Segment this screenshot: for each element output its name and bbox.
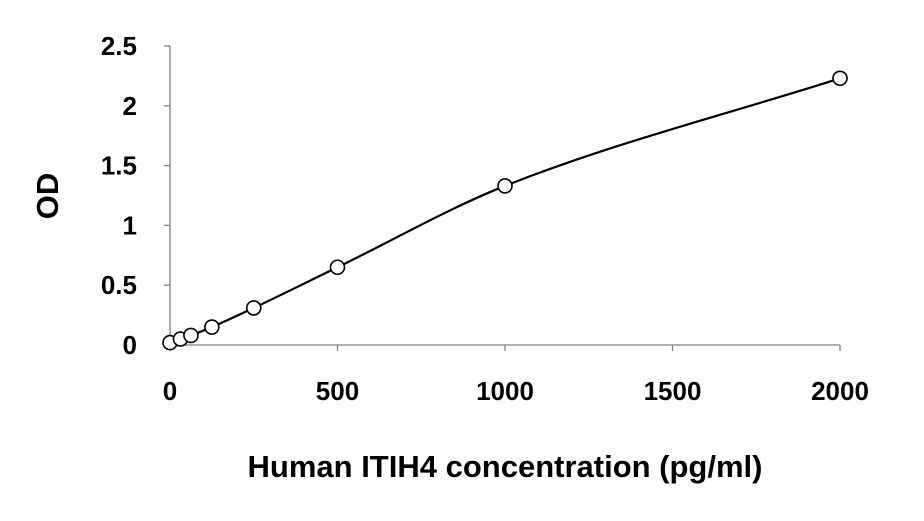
y-tick-label: 0.5: [101, 270, 137, 300]
axes: [164, 45, 841, 351]
x-tick-label: 2000: [811, 376, 869, 406]
y-axis-title: OD: [30, 173, 65, 220]
data-point: [832, 70, 848, 87]
data-point: [204, 319, 220, 335]
tick-labels-layer: 0 500 1000 1500 2000 0 0.5 1 1.5 2 2.5: [101, 31, 869, 406]
x-tick-label: 0: [163, 376, 177, 406]
y-tick-label: 2.5: [101, 31, 137, 61]
data-point: [497, 178, 513, 194]
y-tick-label: 2: [123, 91, 137, 121]
data-point: [245, 300, 262, 316]
x-tick-label: 500: [316, 376, 359, 406]
data-points-layer: [162, 70, 848, 351]
y-tick-label: 0: [123, 330, 137, 360]
x-axis-title: Human ITIH4 concentration (pg/ml): [248, 449, 763, 484]
data-point: [183, 327, 199, 344]
y-tick-label: 1.5: [101, 151, 137, 181]
data-point: [329, 259, 346, 276]
y-tick-label: 1: [123, 210, 137, 240]
fit-curve: [169, 77, 841, 344]
fit-curve-layer: [169, 77, 841, 344]
x-tick-label: 1000: [476, 376, 534, 406]
x-tick-label: 1500: [644, 376, 702, 406]
